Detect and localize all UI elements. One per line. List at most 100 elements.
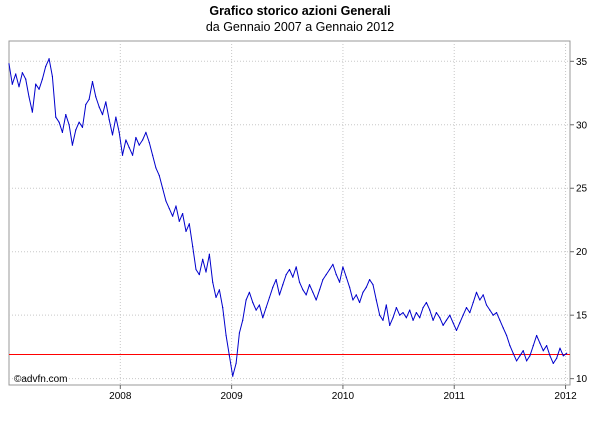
data-point (235, 362, 237, 365)
x-tick-label: 2008 (109, 391, 132, 402)
data-point (422, 306, 424, 309)
data-point (312, 291, 314, 293)
data-point (245, 299, 247, 301)
data-point (469, 312, 471, 314)
data-point (125, 139, 127, 141)
data-point (522, 350, 524, 352)
data-point (15, 73, 17, 75)
data-point (151, 154, 154, 156)
data-point (455, 329, 458, 332)
data-point (409, 309, 411, 311)
data-point (335, 273, 337, 276)
grid-lines (9, 41, 570, 385)
y-tick-label: 15 (576, 311, 588, 322)
data-point (355, 294, 357, 296)
data-point (192, 246, 194, 248)
data-point (556, 357, 558, 359)
data-point (31, 111, 33, 113)
axis-ticks: 10 15 20 25 30 35 2008 2009 2010 2011 2012 (109, 57, 587, 402)
data-point (78, 121, 80, 123)
data-point (272, 286, 274, 288)
data-point (566, 352, 568, 354)
data-point (118, 131, 120, 133)
data-point (509, 345, 511, 347)
data-point (395, 306, 397, 309)
data-point (362, 291, 364, 293)
data-point (402, 312, 404, 314)
data-point (248, 291, 251, 293)
data-point (345, 276, 347, 278)
data-point (479, 299, 481, 301)
data-point (525, 360, 528, 362)
data-point (532, 345, 534, 347)
data-point (155, 167, 157, 169)
data-point (222, 306, 224, 309)
data-point (45, 65, 47, 67)
data-point (285, 273, 287, 276)
data-point (48, 58, 50, 60)
x-tick-label: 2012 (554, 391, 577, 402)
data-point (35, 83, 37, 85)
data-point (295, 266, 297, 268)
data-point (258, 304, 261, 306)
data-point (18, 86, 20, 88)
y-tick-label: 35 (576, 57, 588, 68)
data-point (262, 317, 264, 319)
data-point (162, 187, 164, 189)
y-tick-label: 10 (576, 374, 588, 385)
data-point (202, 258, 204, 260)
data-point (21, 72, 23, 74)
data-point (315, 299, 317, 301)
data-point (288, 268, 291, 271)
series-layer (8, 58, 568, 377)
data-point (308, 284, 311, 286)
data-point (51, 75, 54, 78)
data-point (75, 129, 77, 131)
plot-area (8, 40, 571, 386)
data-point (352, 299, 354, 301)
data-point (442, 324, 444, 326)
data-point (268, 296, 271, 299)
data-point (41, 78, 43, 80)
data-point (559, 347, 561, 349)
data-point (58, 121, 60, 123)
data-point (546, 345, 548, 347)
data-point (562, 355, 564, 357)
data-point (475, 291, 478, 293)
data-point (338, 281, 341, 283)
data-point (372, 284, 374, 286)
data-point (165, 200, 167, 202)
data-point (342, 266, 344, 268)
data-point (452, 322, 454, 324)
data-point (145, 131, 147, 133)
y-tick-label: 20 (576, 247, 588, 258)
data-point (292, 276, 294, 278)
data-point (495, 312, 498, 314)
data-point (282, 284, 284, 286)
data-point (101, 114, 104, 116)
data-point (158, 174, 160, 177)
data-point (482, 294, 484, 296)
data-point (385, 304, 387, 306)
data-point (105, 101, 107, 103)
data-point (432, 319, 434, 321)
data-point (168, 207, 170, 210)
data-point (399, 314, 401, 316)
data-point (11, 83, 13, 85)
data-point (185, 230, 187, 233)
data-point (365, 286, 367, 288)
x-tick-label: 2009 (220, 391, 243, 402)
data-point (552, 362, 554, 365)
data-point (218, 289, 220, 291)
data-point (242, 319, 244, 321)
data-point (505, 334, 508, 337)
series-line (8, 58, 567, 377)
data-point (392, 317, 394, 319)
data-point (359, 301, 361, 304)
data-point (375, 299, 377, 301)
data-point (188, 223, 190, 225)
data-point (238, 332, 241, 334)
data-point (519, 355, 521, 357)
chart-subtitle: da Gennaio 2007 a Gennaio 2012 (206, 20, 394, 34)
